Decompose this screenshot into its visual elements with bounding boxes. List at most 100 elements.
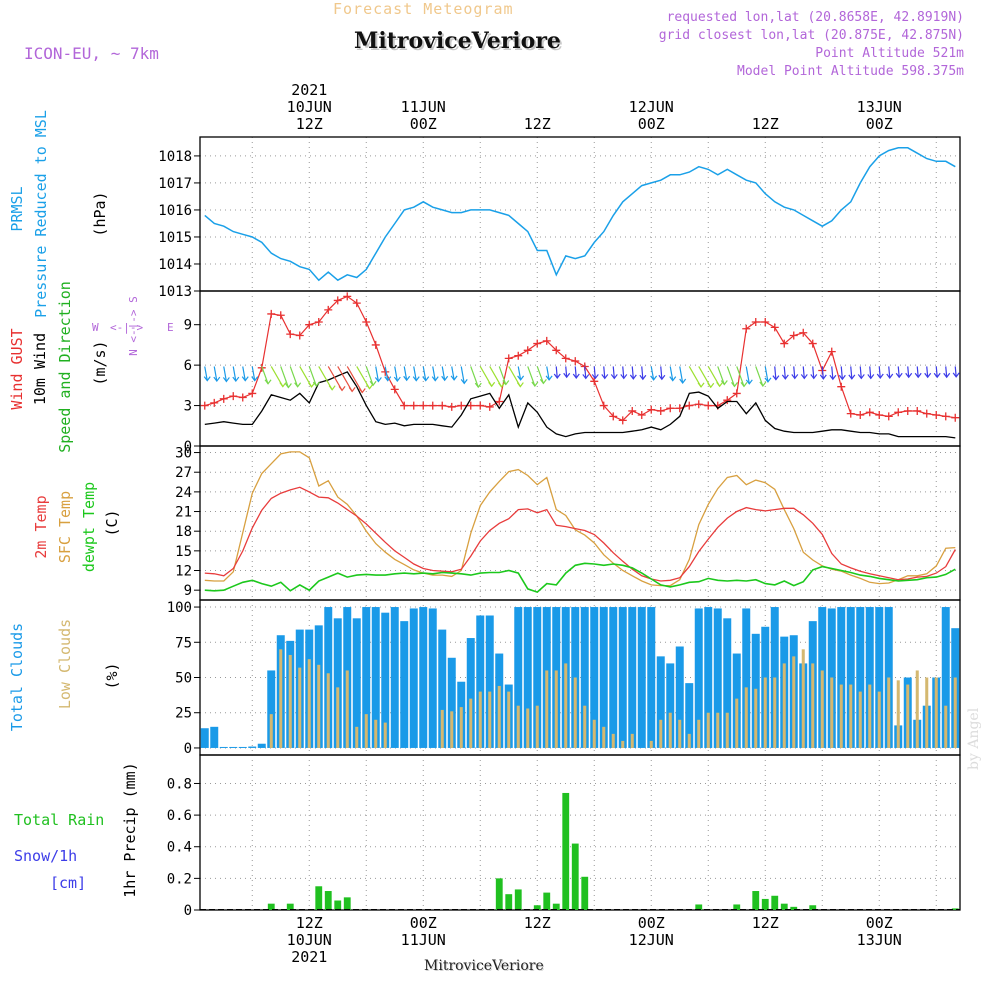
gust-marker: [732, 389, 741, 398]
bar-rain: [505, 894, 513, 910]
bar-total-clouds: [438, 629, 447, 748]
bar-low-clouds: [801, 649, 805, 748]
wind-arrow: [441, 366, 446, 381]
wind-arrow-head: [895, 372, 903, 379]
wind-arrow: [926, 366, 929, 378]
time-label-top: 12Z: [752, 115, 779, 133]
bar-total-clouds: [656, 656, 665, 748]
wind-arrow: [365, 366, 374, 386]
bar-low-clouds: [535, 705, 539, 748]
bar-rain: [334, 900, 342, 910]
bar-rain: [495, 878, 503, 910]
bar-low-clouds: [763, 677, 767, 748]
wind-arrow-head: [572, 373, 580, 380]
wind-arrow: [394, 366, 398, 382]
bar-rain: [733, 904, 741, 910]
wind-arrow-head: [338, 386, 346, 392]
gust-marker: [457, 401, 466, 410]
gust-marker: [352, 299, 361, 308]
gust-marker: [314, 318, 323, 326]
y-tick-label: 27: [175, 465, 192, 481]
wind-arrow-head: [650, 375, 658, 381]
bar-rain: [809, 905, 817, 910]
gust-marker: [295, 331, 304, 340]
y-tick-label: 1013: [158, 284, 192, 300]
bar-low-clouds: [288, 654, 292, 748]
gust-marker: [343, 292, 352, 301]
watermark: by Angel: [966, 707, 982, 770]
wind-arrow: [641, 366, 644, 380]
y-tick-label: 9: [184, 318, 192, 334]
y-tick-label: 75: [175, 635, 192, 651]
bar-total-clouds: [628, 607, 637, 748]
time-label-bottom: 12JUN: [629, 931, 674, 949]
bar-low-clouds: [554, 670, 558, 748]
bar-total-clouds: [837, 607, 846, 748]
label-wind-gust: Wind GUST: [8, 328, 26, 409]
series-wind-gust: [204, 295, 956, 422]
wind-arrow: [916, 366, 919, 378]
wind-arrow-head: [800, 374, 808, 380]
bar-rain: [324, 891, 332, 910]
time-label-top: 12Z: [524, 115, 551, 133]
gust-marker: [856, 411, 865, 419]
gust-marker: [913, 406, 922, 415]
wind-arrow-head: [745, 379, 753, 385]
bar-total-clouds: [485, 615, 494, 748]
bar-total-clouds: [675, 646, 684, 748]
bar-low-clouds: [839, 684, 843, 748]
bar-total-clouds: [514, 607, 523, 748]
bar-total-clouds: [381, 612, 390, 748]
gust-marker: [704, 401, 713, 410]
wind-arrow-head: [669, 376, 677, 382]
wind-arrow-head: [516, 382, 524, 388]
wind-arrow: [251, 366, 256, 381]
wind-arrow-head: [384, 376, 392, 382]
gust-marker: [694, 400, 703, 409]
bar-total-clouds: [229, 746, 238, 748]
wind-arrow: [945, 366, 948, 378]
wind-arrow-head: [264, 379, 272, 385]
bar-total-clouds: [647, 607, 656, 748]
wind-arrow-head: [369, 380, 377, 387]
bar-low-clouds: [573, 677, 577, 748]
bar-total-clouds: [666, 663, 675, 748]
wind-arrow-head: [610, 374, 618, 380]
bar-total-clouds: [238, 746, 247, 748]
wind-arrow: [213, 366, 218, 382]
wind-arrow-head: [791, 374, 799, 380]
bar-low-clouds: [953, 677, 957, 748]
wind-arrow: [574, 366, 577, 379]
gust-marker: [495, 397, 504, 406]
bar-low-clouds: [649, 740, 653, 748]
gust-marker: [884, 412, 893, 421]
y-tick-label: 24: [175, 485, 192, 501]
wind-arrow-head: [914, 372, 922, 379]
bar-total-clouds: [590, 607, 599, 748]
wind-arrow-head: [422, 376, 430, 382]
bar-low-clouds: [611, 733, 615, 748]
gust-marker: [514, 351, 523, 360]
wind-arrow: [555, 366, 558, 379]
gust-marker: [219, 394, 228, 403]
wind-arrow: [793, 366, 796, 379]
bar-rain: [951, 908, 959, 910]
bar-total-clouds: [856, 607, 865, 748]
bar-total-clouds: [428, 608, 437, 748]
wind-arrow-head: [474, 382, 482, 389]
super-title: Forecast Meteogram: [333, 0, 514, 18]
y-tick-label: 6: [184, 358, 192, 374]
bar-low-clouds: [877, 691, 881, 748]
wind-arrow: [764, 366, 769, 382]
gust-marker: [466, 401, 475, 410]
y-tick-label: 1014: [158, 257, 192, 273]
wind-arrow-head: [284, 383, 292, 389]
wind-arrow-head: [232, 376, 240, 383]
panel-temperature: 9 12 15 18 21 24 27 30: [175, 445, 961, 601]
gust-marker: [799, 328, 808, 337]
bar-total-clouds: [637, 607, 646, 748]
bar-low-clouds: [925, 677, 929, 748]
wind-arrow-head: [857, 374, 865, 380]
wind-arrow-head: [460, 379, 468, 385]
wind-arrow: [821, 366, 824, 379]
